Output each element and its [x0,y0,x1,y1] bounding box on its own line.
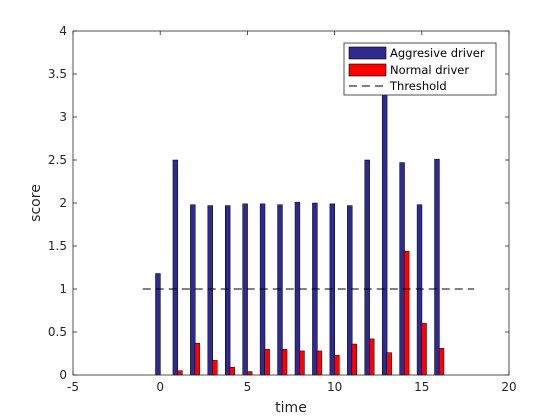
bar-aggressive-t3 [207,205,213,376]
bar-aggressive-t4 [225,205,231,376]
y-tick-label: 1 [59,282,67,296]
bar-normal-t1 [177,370,183,376]
bar-normal-t11 [351,343,357,376]
bar-aggressive-t15 [416,204,423,376]
x-tick-label: 15 [414,380,429,394]
bar-normal-t14 [403,250,410,376]
legend-label-aggressive: Aggresive driver [390,46,485,60]
x-axis-label: time [275,400,307,416]
bar-aggressive-t1 [172,159,179,376]
x-tick-label: 0 [156,380,164,394]
bar-aggressive-t12 [364,159,370,376]
bar-aggressive-t14 [399,162,405,376]
bar-normal-t6 [264,348,270,376]
y-tick-label: 0 [59,368,67,382]
x-tick-label: 20 [501,380,516,394]
plot-frame [72,30,510,376]
legend: Aggresive driver Normal driver Threshold [343,42,497,96]
bar-normal-t2 [194,342,201,376]
bar-normal-t9 [316,350,323,376]
bar-normal-t3 [212,360,218,376]
x-tick-label: 10 [327,380,342,394]
y-tick-label: 3.5 [48,67,67,81]
bar-normal-t4 [229,367,235,376]
legend-swatch-normal [348,63,387,77]
y-tick-label: 3 [59,110,67,124]
bar-aggressive-t16 [434,158,440,376]
bar-aggressive-t11 [347,205,353,376]
bar-aggressive-t13 [381,90,388,376]
legend-label-normal: Normal driver [390,63,469,77]
bar-aggressive-t2 [190,204,196,376]
legend-swatch-aggressive [348,46,387,60]
legend-label-threshold: Threshold [389,79,447,93]
bar-normal-t15 [421,323,427,376]
bar-normal-t12 [369,338,375,376]
y-tick-label: 2.5 [48,153,67,167]
y-tick-label: 4 [59,24,67,38]
bar-normal-t5 [246,371,253,376]
y-axis-label: score [28,184,44,222]
x-tick-label: -5 [67,380,79,394]
x-tick-label: 5 [244,380,252,394]
y-tick-label: 2 [59,196,67,210]
y-tick-label: 1.5 [48,239,67,253]
bar-normal-t13 [386,352,392,376]
bar-normal-t10 [334,354,340,376]
bar-normal-t16 [438,348,445,376]
bar-normal-t7 [281,348,288,376]
bar-normal-t8 [299,350,305,376]
y-tick-label: 0.5 [48,325,67,339]
bar-aggressive-t7 [277,204,283,376]
